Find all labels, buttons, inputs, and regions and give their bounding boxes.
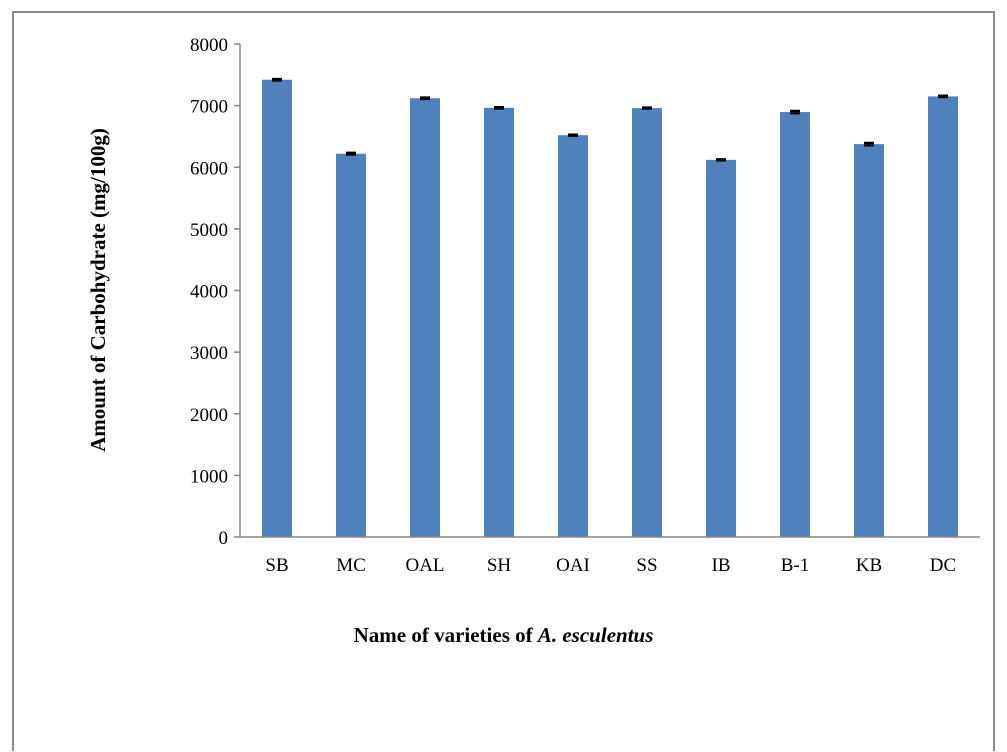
y-tick-label: 8000 bbox=[190, 35, 228, 56]
x-tick-label: OAI bbox=[556, 555, 590, 576]
bar-sh bbox=[484, 107, 514, 538]
error-bar-dc bbox=[938, 94, 948, 99]
bar-ss bbox=[632, 108, 662, 537]
error-bar-sh bbox=[494, 105, 504, 110]
x-axis-title: Name of varieties of A. esculentus bbox=[0, 623, 1007, 648]
y-tick-label: 2000 bbox=[190, 405, 228, 426]
error-bar-mc bbox=[346, 151, 356, 156]
x-tick-label: DC bbox=[930, 555, 956, 576]
x-tick-label: SB bbox=[265, 555, 288, 576]
error-bar-b-1 bbox=[790, 109, 800, 115]
y-axis-title: Amount of Carbohydrate (mg/100g) bbox=[86, 128, 110, 452]
x-tick-label: IB bbox=[712, 555, 731, 576]
bars bbox=[262, 77, 958, 538]
x-tick-label: OAL bbox=[405, 555, 444, 576]
bar-sb bbox=[262, 79, 292, 538]
bar-kb bbox=[854, 144, 884, 537]
bar-b-1 bbox=[780, 112, 810, 537]
y-tick-label: 1000 bbox=[190, 466, 228, 487]
x-tick-label: KB bbox=[856, 555, 882, 576]
x-tick-label: SS bbox=[636, 555, 657, 576]
y-tick-label: 4000 bbox=[190, 282, 228, 303]
y-tick-label: 6000 bbox=[190, 158, 228, 179]
error-bar-sb bbox=[272, 77, 282, 82]
bar-oal bbox=[410, 98, 440, 537]
x-tick-label: SH bbox=[487, 555, 512, 576]
y-tick-label: 3000 bbox=[190, 343, 228, 364]
x-tick-label: MC bbox=[336, 555, 366, 576]
bar-dc bbox=[928, 96, 958, 537]
error-bar-ss bbox=[642, 106, 652, 110]
error-bar-ib bbox=[716, 158, 726, 162]
x-axis-title-species: A. esculentus bbox=[537, 623, 654, 647]
bar-ib bbox=[706, 159, 736, 538]
error-bar-oai bbox=[568, 133, 578, 137]
error-bar-kb bbox=[864, 141, 874, 147]
y-tick-label: 5000 bbox=[190, 220, 228, 241]
x-axis-tick-labels: SB MC OAL SH OAI SS IB B-1 KB DC bbox=[265, 555, 956, 576]
bar-oai bbox=[558, 135, 588, 537]
x-axis-title-prefix: Name of varieties of bbox=[353, 623, 538, 647]
error-bar-oal bbox=[420, 96, 430, 101]
bar-mc bbox=[336, 153, 366, 537]
y-tick-label: 7000 bbox=[190, 97, 228, 118]
y-axis-ticks: 0 1000 2000 3000 4000 5000 6000 7000 8000 bbox=[190, 35, 240, 549]
y-tick-label: 0 bbox=[219, 528, 229, 549]
x-tick-label: B-1 bbox=[781, 555, 810, 576]
